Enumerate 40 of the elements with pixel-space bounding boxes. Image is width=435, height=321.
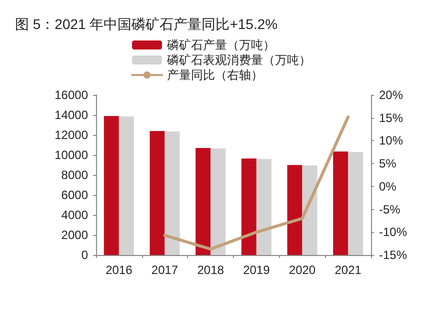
y-tick-label: 6000 [61, 188, 88, 202]
bar [210, 148, 226, 255]
y-tick-label: 12000 [54, 128, 88, 142]
chart-title: 图 5：2021 年中国磷矿石产量同比+15.2% [15, 16, 278, 32]
y2-tick-label: 15% [379, 110, 404, 125]
bar [164, 132, 180, 255]
y-tick-label: 8000 [61, 168, 88, 182]
y-tick-label: 10000 [54, 148, 88, 162]
y-tick-label: 0 [81, 248, 88, 262]
legend-label: 磷矿石表观消费量（万吨） [166, 53, 311, 67]
bar [118, 116, 134, 255]
bar [196, 148, 211, 255]
legend-label: 产量同比（右轴） [167, 68, 263, 82]
y-tick-label: 14000 [54, 108, 88, 122]
y2-tick-label: -10% [379, 225, 408, 240]
x-tick-label: 2021 [334, 263, 362, 277]
y2-tick-label: -5% [379, 202, 401, 216]
line-series [163, 115, 350, 251]
x-tick-label: 2018 [197, 263, 224, 277]
bar [302, 166, 318, 255]
y2-tick-label: 0% [379, 179, 397, 194]
y2-tick-label: -15% [379, 248, 408, 262]
bar [287, 165, 302, 255]
y-tick-label: 16000 [54, 88, 88, 102]
y-tick-label: 4000 [61, 208, 88, 222]
x-tick-label: 2019 [243, 263, 270, 277]
bar [241, 158, 256, 255]
y2-tick-label: 20% [379, 88, 404, 102]
y-tick-label: 2000 [61, 228, 88, 242]
bar [150, 131, 165, 255]
x-tick-label: 2017 [151, 263, 178, 277]
bar [348, 152, 364, 255]
x-tick-label: 2016 [106, 263, 133, 277]
x-tick-label: 2020 [288, 263, 316, 277]
bar [104, 116, 119, 255]
y2-tick-label: 5% [379, 156, 397, 171]
legend-label: 磷矿石产量（万吨） [166, 38, 275, 52]
bar [256, 159, 272, 255]
bar [333, 152, 348, 255]
y2-tick-label: 10% [379, 134, 404, 148]
